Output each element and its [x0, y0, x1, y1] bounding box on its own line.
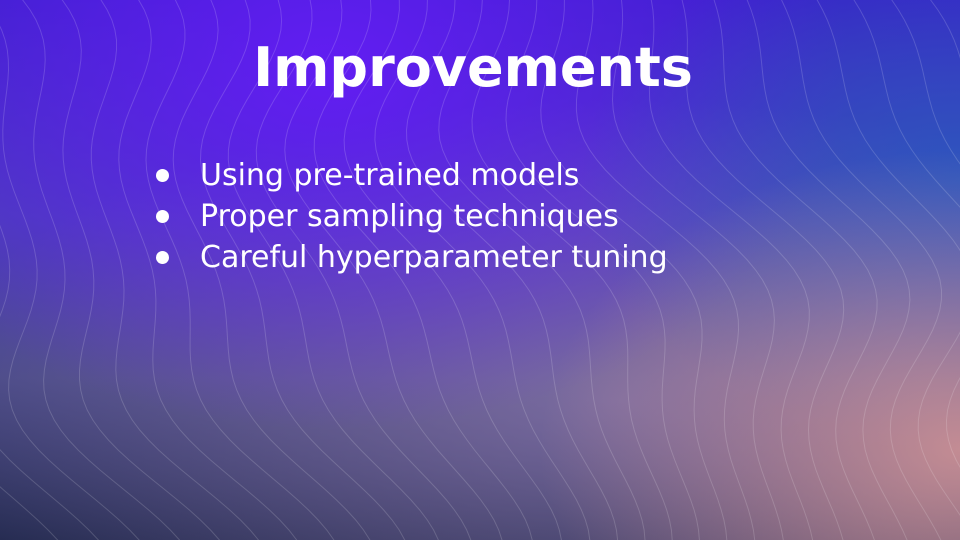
- bullet-text: Using pre-trained models: [200, 158, 580, 193]
- wave-line: [22, 0, 181, 540]
- wave-line: [853, 0, 960, 468]
- wave-line: [575, 0, 756, 540]
- wave-line: [227, 0, 439, 540]
- wave-line: [891, 0, 960, 165]
- wave-line: [405, 0, 619, 540]
- wave-line: [0, 224, 100, 540]
- wave-line: [255, 0, 472, 540]
- wave-line: [648, 0, 814, 540]
- bullet-dot-icon: [156, 210, 169, 223]
- wave-line: [343, 0, 562, 540]
- bullet-item: Using pre-trained models: [154, 155, 668, 196]
- wave-line: [0, 25, 140, 540]
- bullet-dot-icon: [156, 169, 169, 182]
- wave-line: [172, 0, 371, 540]
- wave-line: [505, 0, 700, 540]
- slide-title: Improvements: [253, 36, 693, 99]
- wave-line: [61, 0, 221, 540]
- bullet-dot-icon: [156, 251, 169, 264]
- wave-line: [90, 0, 260, 540]
- wave-line: [713, 0, 878, 540]
- wave-line: [313, 0, 533, 540]
- wave-line: [374, 0, 591, 540]
- wave-line: [438, 0, 646, 540]
- bullet-text: Careful hyperparameter tuning: [200, 240, 668, 275]
- wave-line: [746, 0, 911, 540]
- wave-line: [611, 0, 784, 540]
- bullet-item: Proper sampling techniques: [154, 196, 668, 237]
- wave-line: [471, 0, 673, 540]
- wave-line: [118, 0, 298, 540]
- wave-line: [681, 0, 845, 540]
- wave-line: [781, 0, 943, 540]
- wave-line: [145, 0, 335, 540]
- wave-line: [284, 0, 503, 540]
- wave-line: [816, 0, 960, 516]
- bullet-item: Careful hyperparameter tuning: [154, 237, 668, 278]
- wave-line: [199, 0, 406, 540]
- bullet-list: Using pre-trained models Proper sampling…: [154, 155, 668, 278]
- bullet-text: Proper sampling techniques: [200, 199, 619, 234]
- wave-line: [540, 0, 728, 540]
